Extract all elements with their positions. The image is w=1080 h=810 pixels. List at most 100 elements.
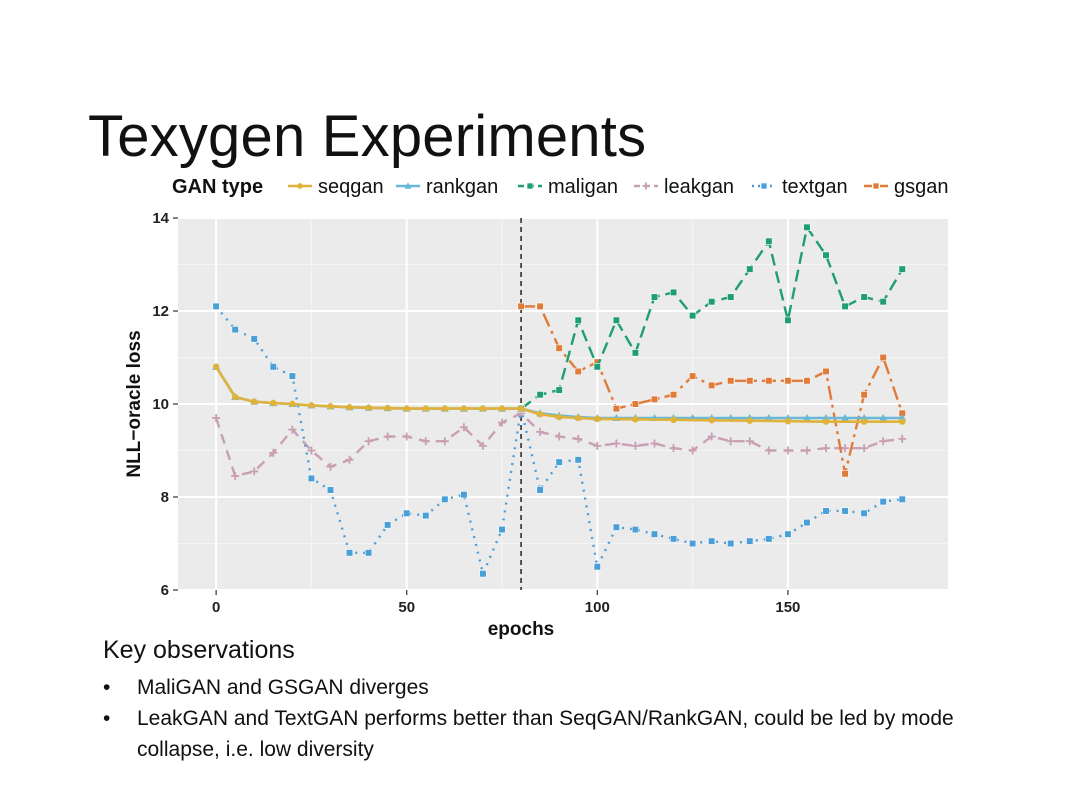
y-tick-label: 12	[152, 303, 169, 320]
data-point-textgan	[403, 509, 411, 517]
bullet-glyph: •	[103, 707, 111, 730]
data-point-textgan	[364, 549, 373, 557]
data-point-leakgan	[402, 432, 411, 441]
data-point-leakgan	[593, 441, 602, 450]
data-point-maligan	[708, 298, 716, 306]
data-point-leakgan	[364, 437, 373, 446]
x-tick-label: 50	[398, 599, 415, 616]
data-point-maligan	[727, 293, 735, 301]
data-point-gsgan	[746, 377, 754, 385]
data-point-leakgan	[250, 467, 259, 476]
observation-text: LeakGAN and TextGAN performs better than…	[137, 707, 954, 761]
data-point-textgan	[593, 563, 601, 571]
data-point-maligan	[536, 391, 544, 399]
data-point-maligan	[612, 316, 620, 324]
data-point-seqgan	[594, 415, 601, 423]
legend: GAN type seqgan rankgan maligan leakgan textg…	[172, 176, 949, 198]
data-point-leakgan	[879, 437, 888, 446]
data-point-textgan	[898, 495, 906, 503]
data-point-maligan	[631, 349, 640, 357]
y-tick-label: 10	[152, 396, 169, 413]
data-point-textgan	[288, 372, 296, 380]
data-point-gsgan	[650, 395, 659, 403]
data-point-leakgan	[745, 437, 754, 446]
observation-item: • MaliGAN and GSGAN diverges	[103, 672, 1033, 703]
data-point-leakgan	[650, 439, 659, 448]
data-point-textgan	[555, 458, 563, 466]
data-point-textgan	[650, 530, 659, 538]
data-point-textgan	[460, 491, 468, 499]
data-point-seqgan	[899, 418, 906, 425]
data-point-seqgan	[670, 416, 677, 424]
legend-entry-gsgan: gsgan	[864, 176, 949, 198]
y-axis-title: NLL−oracle loss	[124, 330, 145, 477]
data-point-textgan	[269, 363, 277, 371]
legend-label: maligan	[548, 176, 618, 198]
data-point-gsgan	[860, 391, 868, 399]
data-point-leakgan	[764, 446, 773, 455]
data-point-leakgan	[574, 434, 583, 443]
data-point-seqgan	[746, 417, 753, 424]
data-point-textgan	[212, 302, 220, 310]
legend-entry-textgan: textgan	[752, 176, 848, 198]
series-layer	[212, 218, 907, 590]
data-point-gsgan	[727, 377, 735, 385]
data-point-seqgan	[441, 405, 449, 412]
data-point-gsgan	[879, 353, 887, 362]
data-point-textgan	[822, 507, 830, 515]
data-point-maligan	[689, 312, 697, 320]
data-point-gsgan	[803, 377, 811, 385]
data-point-textgan	[860, 509, 868, 517]
data-point-seqgan	[555, 413, 563, 421]
data-point-maligan	[860, 293, 868, 301]
data-point-gsgan	[517, 302, 525, 310]
data-point-textgan	[784, 530, 792, 538]
legend-swatch-marker	[297, 183, 303, 189]
data-point-seqgan	[231, 393, 239, 401]
data-point-maligan	[574, 316, 582, 324]
data-point-leakgan	[288, 425, 297, 434]
data-point-seqgan	[575, 414, 582, 422]
data-point-seqgan	[422, 405, 429, 412]
legend-swatch-marker	[642, 182, 650, 190]
data-point-leakgan	[822, 444, 831, 453]
data-point-seqgan	[860, 418, 868, 425]
legend-swatch-marker	[526, 182, 534, 190]
data-point-seqgan	[708, 417, 715, 424]
data-point-gsgan	[765, 377, 773, 385]
data-point-gsgan	[669, 391, 678, 399]
slide-title: Texygen Experiments	[88, 103, 647, 169]
y-tick-label: 14	[152, 210, 169, 227]
data-point-seqgan	[289, 400, 296, 408]
legend-title: GAN type	[172, 176, 263, 198]
data-point-seqgan	[479, 405, 487, 412]
data-point-leakgan	[726, 437, 735, 446]
data-point-textgan	[479, 570, 487, 578]
data-point-gsgan	[841, 470, 849, 478]
data-point-leakgan	[326, 462, 335, 471]
data-point-leakgan	[478, 441, 487, 450]
legend-swatch-marker	[760, 182, 768, 190]
data-point-textgan	[250, 335, 258, 343]
data-point-textgan	[574, 456, 582, 464]
observations-heading: Key observations	[103, 636, 295, 664]
data-point-seqgan	[498, 405, 506, 412]
data-point-gsgan	[784, 377, 792, 385]
data-point-textgan	[879, 498, 887, 506]
data-point-maligan	[898, 265, 906, 273]
data-point-seqgan	[517, 405, 525, 412]
x-tick-label: 100	[585, 599, 610, 616]
observations-list: • MaliGAN and GSGAN diverges • LeakGAN and…	[103, 672, 1033, 765]
data-point-rankgan	[879, 413, 888, 421]
data-point-leakgan	[898, 434, 907, 443]
legend-entry-rankgan: rankgan	[396, 176, 498, 198]
data-point-leakgan	[612, 439, 621, 448]
data-point-gsgan	[822, 367, 830, 376]
series-gsgan	[517, 302, 906, 478]
data-point-textgan	[765, 535, 773, 543]
legend-entry-leakgan: leakgan	[634, 176, 734, 198]
data-point-seqgan	[822, 418, 830, 425]
y-tick-label: 8	[161, 489, 169, 506]
data-point-maligan	[669, 288, 678, 297]
data-point-textgan	[669, 535, 678, 543]
